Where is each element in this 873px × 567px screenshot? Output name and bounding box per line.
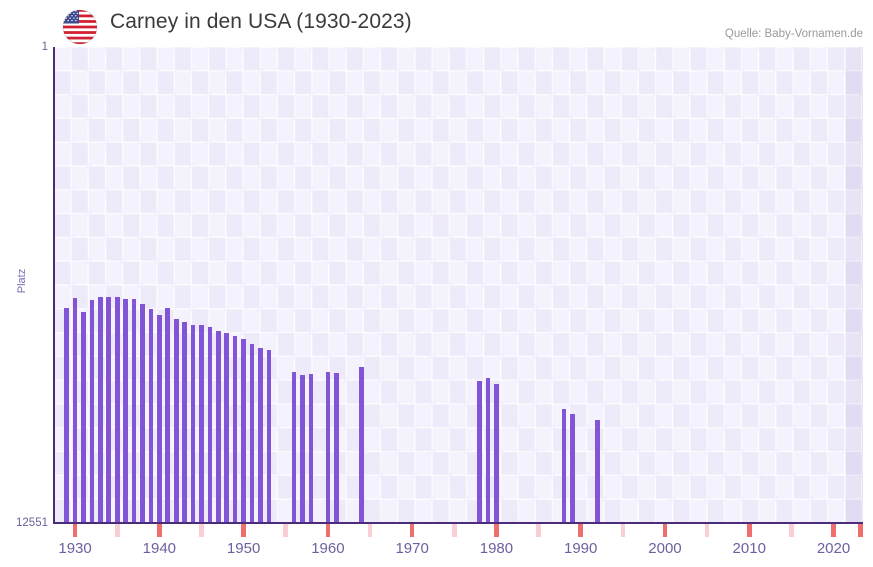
x-axis-decade-marker xyxy=(662,524,668,537)
bar xyxy=(173,318,179,523)
bar xyxy=(72,298,78,523)
x-axis-tick-label: 2020 xyxy=(816,540,851,557)
bar xyxy=(249,343,255,523)
x-axis-decade-marker xyxy=(494,524,499,537)
x-axis-halfdecade-marker xyxy=(451,524,457,537)
bar xyxy=(190,324,196,523)
bar xyxy=(131,298,137,523)
bar xyxy=(89,300,95,523)
x-axis-halfdecade-marker xyxy=(199,524,204,537)
bar xyxy=(148,308,154,523)
x-axis-halfdecade-marker xyxy=(367,524,373,537)
x-axis-decade-marker xyxy=(746,524,752,537)
x-axis-decade-marker xyxy=(578,524,583,537)
chart-header: Carney in den USA (1930-2023) Quelle: Ba… xyxy=(0,0,873,47)
bar xyxy=(595,419,600,523)
bar xyxy=(199,325,204,523)
bar xyxy=(477,381,482,523)
x-axis-tick-label: 1960 xyxy=(311,540,345,557)
x-axis-decade-marker xyxy=(831,524,836,537)
bar xyxy=(291,371,297,523)
bar xyxy=(258,348,263,523)
x-axis-tick-label: 1930 xyxy=(58,540,92,557)
x-axis-tick-label: 1990 xyxy=(564,540,598,557)
bar xyxy=(123,298,128,523)
x-axis-line xyxy=(53,522,863,524)
page-title: Carney in den USA (1930-2023) xyxy=(110,10,412,33)
bar xyxy=(216,330,221,523)
bar xyxy=(64,307,69,523)
x-axis-decade-marker xyxy=(241,524,246,537)
x-axis-halfdecade-marker xyxy=(789,524,794,537)
bar xyxy=(224,332,230,523)
x-axis-tick-label: 1970 xyxy=(395,540,429,557)
x-axis-tick-label: 1940 xyxy=(142,540,177,557)
source-credit: Quelle: Baby-Vornamen.de xyxy=(724,28,863,40)
bar xyxy=(182,321,187,523)
bar xyxy=(232,336,238,523)
x-axis-halfdecade-marker xyxy=(283,524,289,537)
x-axis-halfdecade-marker xyxy=(114,524,120,537)
grid-lines xyxy=(54,47,863,523)
forecast-shaded-region xyxy=(846,47,863,523)
bar xyxy=(98,297,103,523)
bar xyxy=(157,315,162,523)
x-axis-halfdecade-marker xyxy=(620,524,626,537)
bar xyxy=(494,383,499,523)
bar xyxy=(241,339,246,523)
x-axis-tick-label: 1950 xyxy=(226,540,261,557)
bar xyxy=(561,408,567,523)
bar xyxy=(140,304,145,523)
bar xyxy=(325,371,331,523)
y-axis-title: Platz xyxy=(16,268,28,294)
bar xyxy=(333,373,339,523)
y-axis-line xyxy=(53,47,55,524)
grid-checker-pattern xyxy=(54,47,863,523)
x-axis-decade-marker xyxy=(72,524,78,537)
bar xyxy=(106,297,112,523)
us-flag-icon xyxy=(62,9,98,45)
plot-area xyxy=(54,47,863,523)
bar xyxy=(569,414,575,523)
x-axis-tick-label: 1980 xyxy=(479,540,514,557)
y-axis-tick-bottom: 12551 xyxy=(16,517,48,529)
x-axis-tick-label: 2000 xyxy=(648,540,682,557)
x-axis-decade-marker xyxy=(858,524,863,537)
bar xyxy=(485,377,491,523)
bar xyxy=(308,373,314,523)
bar xyxy=(114,297,120,523)
bar xyxy=(359,367,364,523)
x-axis-decade-marker xyxy=(157,524,162,537)
bar xyxy=(165,307,171,523)
x-axis-decade-marker xyxy=(409,524,415,537)
bar xyxy=(207,327,213,523)
x-axis-halfdecade-marker xyxy=(536,524,541,537)
bar xyxy=(266,350,272,523)
x-axis-tick-label: 2010 xyxy=(732,540,766,557)
y-axis-tick-top: 1 xyxy=(41,41,48,53)
x-axis-decade-marker xyxy=(325,524,331,537)
bar xyxy=(81,312,86,523)
bar xyxy=(300,375,305,523)
x-axis-halfdecade-marker xyxy=(704,524,710,537)
